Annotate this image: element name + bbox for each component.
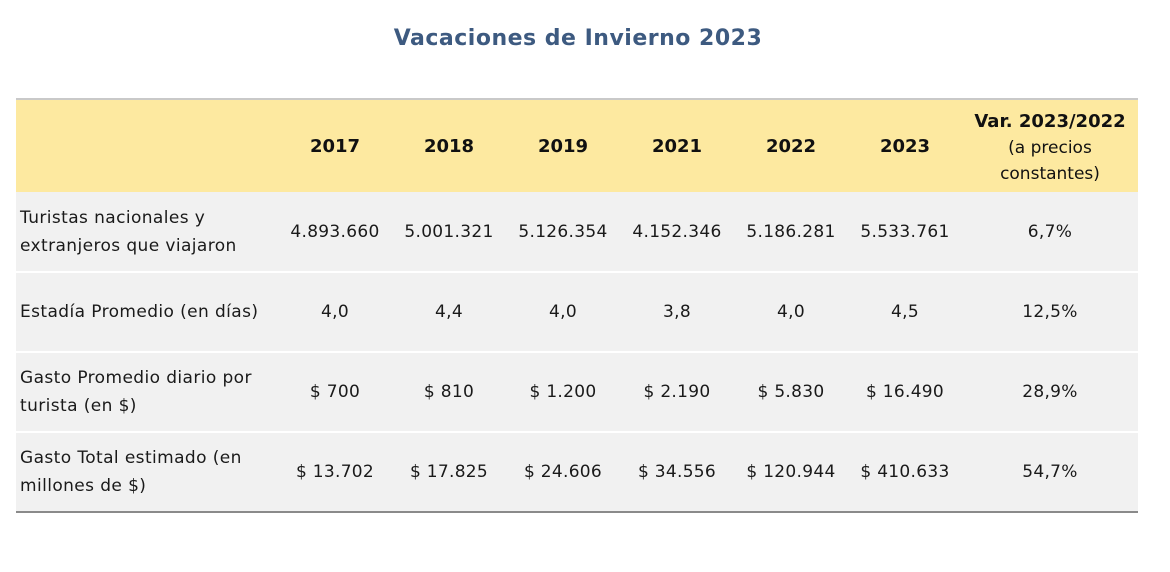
- row-label: Gasto Total estimado (en millones de $): [16, 431, 278, 512]
- table-cell: 4,0: [278, 271, 392, 352]
- table-cell: 5.126.354: [518, 221, 608, 242]
- header-year: 2017: [309, 135, 361, 157]
- table-cell: 4,0: [734, 271, 848, 352]
- header-variation-note: (a precios constantes): [1000, 138, 1100, 184]
- variation-cell: 28,9%: [962, 351, 1138, 432]
- table-cell: 4.152.346: [632, 221, 722, 242]
- table-cell: $ 1.200: [506, 351, 620, 432]
- header-year: 2019: [537, 135, 589, 157]
- summary-table: 2017 2018 2019 2021 2022 2023 Var. 2023/…: [16, 98, 1138, 513]
- header-year: 2021: [651, 135, 703, 157]
- table-header-row: 2017 2018 2019 2021 2022 2023 Var. 2023/…: [16, 99, 1138, 192]
- header-variation-title: Var. 2023/2022: [974, 111, 1126, 132]
- table-cell: $ 17.825: [392, 431, 506, 512]
- table-cell: $ 13.702: [278, 431, 392, 512]
- table-cell: 4,5: [848, 271, 962, 352]
- row-label: Gasto Promedio diario por turista (en $): [16, 351, 278, 432]
- row-label: Estadía Promedio (en días): [16, 271, 278, 352]
- table-cell: 3,8: [620, 271, 734, 352]
- table-row: Gasto Promedio diario por turista (en $)…: [16, 351, 1138, 432]
- table-cell: $ 810: [392, 351, 506, 432]
- table-cell: 4,0: [506, 271, 620, 352]
- header-year: 2023: [879, 135, 931, 157]
- table-cell: $ 16.490: [848, 351, 962, 432]
- variation-cell: 6,7%: [1027, 221, 1073, 242]
- table-row: Estadía Promedio (en días) 4,0 4,4 4,0 3…: [16, 271, 1138, 352]
- header-label-cell: [16, 99, 278, 192]
- table-cell: $ 120.944: [734, 431, 848, 512]
- table-cell: $ 2.190: [620, 351, 734, 432]
- variation-cell: 54,7%: [962, 431, 1138, 512]
- row-label: Turistas nacionales y extranjeros que vi…: [20, 207, 237, 256]
- table-cell: $ 700: [278, 351, 392, 432]
- table-cell: $ 5.830: [734, 351, 848, 432]
- table-cell: 5.533.761: [860, 221, 950, 242]
- table-cell: 4.893.660: [290, 221, 380, 242]
- table-cell: $ 24.606: [506, 431, 620, 512]
- table-cell: $ 410.633: [848, 431, 962, 512]
- table-cell: 4,4: [392, 271, 506, 352]
- table-cell: $ 34.556: [620, 431, 734, 512]
- table-cell: 5.001.321: [404, 221, 494, 242]
- header-year: 2018: [423, 135, 475, 157]
- page-title: Vacaciones de Invierno 2023: [393, 26, 763, 51]
- header-year: 2022: [765, 135, 817, 157]
- variation-cell: 12,5%: [962, 271, 1138, 352]
- header-variation: Var. 2023/2022 (a precios constantes): [962, 99, 1138, 192]
- table-cell: 5.186.281: [746, 221, 836, 242]
- table-row: Turistas nacionales y extranjeros que vi…: [16, 192, 1138, 272]
- table-row: Gasto Total estimado (en millones de $) …: [16, 431, 1138, 512]
